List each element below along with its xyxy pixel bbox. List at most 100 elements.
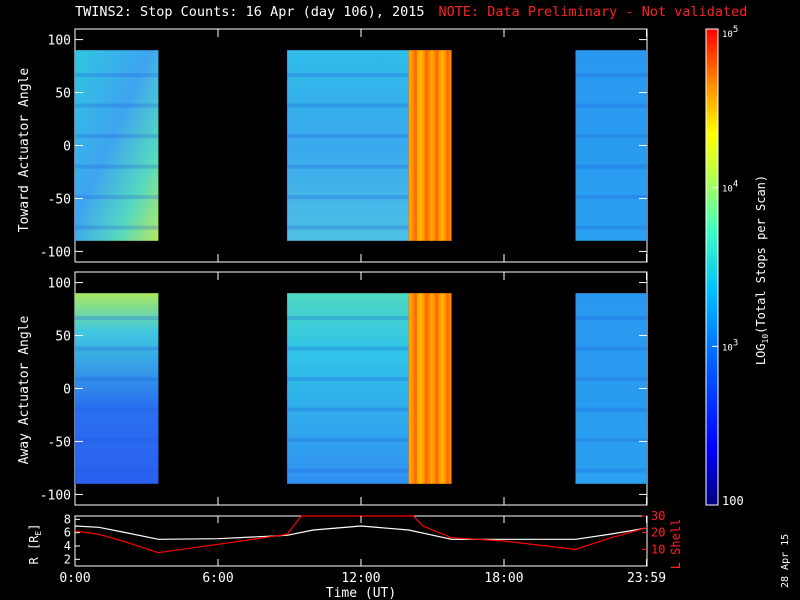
colorbar-ticks: 105 104 103 100 xyxy=(712,25,744,508)
heatmap-band xyxy=(575,134,647,139)
heatmap-band xyxy=(287,438,409,443)
r-axis-label: R [RE] xyxy=(27,524,43,565)
heatmap-stripe xyxy=(430,50,434,241)
heatmap-band xyxy=(75,346,159,351)
heatmap-band xyxy=(287,134,409,139)
heatmap-stripe xyxy=(430,293,434,484)
r-tick-label: 8 xyxy=(64,512,71,526)
away-y-label: Away Actuator Angle xyxy=(17,315,32,464)
heatmap-band xyxy=(287,103,409,108)
x-tick-label: 12:00 xyxy=(341,571,380,586)
colorbar-tick-label: 105 xyxy=(722,25,738,40)
heatmap-band xyxy=(287,73,409,78)
away-panel: 100 50 0 -50 -100 Away Actuator Angle xyxy=(17,271,648,506)
toward-heatmap-blocks xyxy=(75,50,647,241)
heatmap-band xyxy=(287,407,409,412)
y-tick-label: 50 xyxy=(55,330,71,345)
y-tick-label: 0 xyxy=(63,140,71,155)
heatmap-band xyxy=(287,195,409,200)
y-tick-label: -50 xyxy=(48,435,71,450)
heatmap-block xyxy=(75,293,159,484)
heatmap-band xyxy=(75,103,159,108)
x-axis-label: Time (UT) xyxy=(326,586,396,600)
x-tick-label: 18:00 xyxy=(484,571,523,586)
heatmap-band xyxy=(75,73,159,78)
y-tick-label: 100 xyxy=(48,277,71,292)
ephemeris-plot-frame xyxy=(74,515,648,567)
heatmap-stripe xyxy=(440,50,444,241)
heatmap-band xyxy=(287,346,409,351)
y-tick-label: 100 xyxy=(48,34,71,49)
heatmap-band xyxy=(75,164,159,169)
heatmap-stripe xyxy=(419,50,423,241)
r-tick-label: 2 xyxy=(64,552,71,566)
y-tick-label: -50 xyxy=(48,192,71,207)
plot-title: TWINS2: Stop Counts: 16 Apr (day 106), 2… xyxy=(75,4,425,20)
heatmap-band xyxy=(575,225,647,230)
l-shell-series-line xyxy=(74,515,648,554)
heatmap-stripe xyxy=(414,293,418,484)
away-y-axis: 100 50 0 -50 -100 xyxy=(40,277,647,503)
heatmap-block xyxy=(575,50,647,241)
heatmap-stripe xyxy=(414,50,418,241)
y-tick-label: 50 xyxy=(55,87,71,102)
y-tick-label: 0 xyxy=(63,383,71,398)
heatmap-band xyxy=(575,73,647,78)
heatmap-block xyxy=(287,293,409,484)
heatmap-band xyxy=(75,377,159,382)
heatmap-band xyxy=(75,316,159,321)
heatmap-band xyxy=(287,316,409,321)
heatmap-band xyxy=(575,164,647,169)
colorbar-tick-label: 103 xyxy=(722,338,738,353)
r-tick-label: 4 xyxy=(64,539,71,553)
heatmap-stripe xyxy=(435,293,439,484)
heatmap-stripe xyxy=(446,293,450,484)
heatmap-band xyxy=(575,468,647,473)
heatmap-band xyxy=(75,134,159,139)
heatmap-stripe xyxy=(446,50,450,241)
r-series-line xyxy=(74,525,648,540)
heatmap-block xyxy=(75,50,159,241)
l-shell-axis-label: L Shell xyxy=(669,519,683,570)
colorbar-label: LOG10(Total Stops per Scan) xyxy=(754,175,770,365)
colorbar-scale xyxy=(705,28,719,506)
heatmap-band xyxy=(575,377,647,382)
heatmap-band xyxy=(75,195,159,200)
heatmap-band xyxy=(575,438,647,443)
heatmap-band xyxy=(75,468,159,473)
x-tick-label: 0:00 xyxy=(59,571,90,586)
colorbar: 105 104 103 100 LOG10(Total Stops per Scan) xyxy=(705,25,770,508)
heatmap-band xyxy=(575,316,647,321)
heatmap-band xyxy=(287,225,409,230)
colorbar-tick-label: 104 xyxy=(722,180,738,195)
heatmap-band xyxy=(75,225,159,230)
toward-y-label: Toward Actuator Angle xyxy=(17,68,32,233)
heatmap-band xyxy=(575,195,647,200)
away-heatmap-blocks xyxy=(75,293,647,484)
ephemeris-lines xyxy=(74,515,648,554)
heatmap-stripe xyxy=(419,293,423,484)
heatmap-band xyxy=(575,407,647,412)
heatmap-stripe xyxy=(408,293,412,484)
preliminary-note: NOTE: Data Preliminary - Not validated xyxy=(438,4,748,20)
toward-y-axis: 100 50 0 -50 -100 xyxy=(40,34,647,260)
l-shell-tick-label: 20 xyxy=(651,526,665,540)
heatmap-block xyxy=(575,293,647,484)
heatmap-band xyxy=(287,377,409,382)
heatmap-stripe xyxy=(435,50,439,241)
heatmap-band xyxy=(575,346,647,351)
x-tick-label: 23:59 xyxy=(627,571,666,586)
r-tick-label: 6 xyxy=(64,526,71,540)
heatmap-stripe xyxy=(424,293,428,484)
x-tick-label: 6:00 xyxy=(202,571,233,586)
colorbar-tick-label: 100 xyxy=(722,494,744,508)
heatmap-block xyxy=(287,50,409,241)
heatmap-stripe xyxy=(424,50,428,241)
heatmap-band xyxy=(75,438,159,443)
l-shell-tick-label: 10 xyxy=(651,542,665,556)
heatmap-band xyxy=(287,468,409,473)
y-tick-label: -100 xyxy=(40,488,71,503)
